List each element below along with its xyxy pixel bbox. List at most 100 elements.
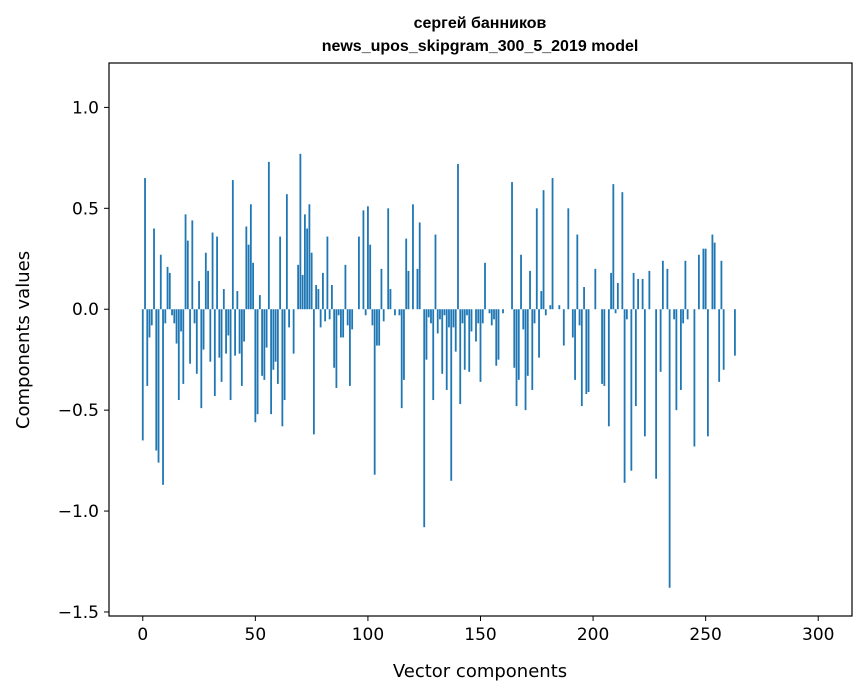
bar-208 (610, 272, 612, 310)
bar-169 (522, 309, 525, 330)
bar-5 (153, 228, 155, 310)
bar-43 (238, 309, 241, 354)
bar-191 (571, 309, 574, 338)
bar-80 (321, 272, 324, 310)
y-tick-label: 0.0 (72, 300, 99, 320)
bar-185 (558, 305, 561, 310)
bar-30 (209, 309, 212, 362)
bar-132 (439, 309, 441, 320)
bar-53 (261, 309, 264, 376)
bar-120 (412, 204, 414, 310)
bar-63 (283, 309, 286, 401)
bar-93 (351, 309, 354, 330)
bar-27 (202, 309, 205, 350)
bar-131 (436, 309, 439, 334)
bar-197 (585, 309, 588, 394)
bar-242 (686, 309, 689, 320)
bar-133 (441, 309, 444, 374)
bar-198 (587, 309, 590, 392)
bar-253 (711, 234, 714, 310)
bar-225 (648, 270, 651, 310)
x-tick-label: 150 (464, 625, 496, 645)
bar-33 (216, 236, 218, 310)
bar-251 (707, 309, 709, 437)
bar-237 (675, 309, 678, 411)
bar-52 (258, 295, 261, 310)
bar-219 (634, 309, 637, 407)
bar-77 (315, 285, 318, 310)
bar-152 (484, 262, 486, 310)
bar-92 (349, 309, 351, 386)
bar-65 (288, 309, 291, 328)
bar-7 (157, 309, 160, 463)
bar-87 (337, 309, 340, 316)
bar-21 (189, 309, 191, 364)
bar-257 (720, 260, 723, 310)
x-tick-label: 250 (689, 625, 721, 645)
bar-1 (144, 178, 146, 310)
bar-51 (256, 309, 259, 415)
bar-239 (679, 309, 682, 390)
bar-81 (324, 309, 327, 322)
bar-135 (445, 309, 448, 390)
bar-16 (177, 309, 180, 401)
y-tick-label: −1.0 (58, 502, 99, 522)
bar-155 (490, 309, 493, 326)
bar-42 (236, 291, 239, 310)
bar-109 (387, 208, 390, 310)
bar-105 (378, 309, 381, 346)
bar-57 (270, 309, 273, 415)
bar-151 (481, 309, 484, 324)
bar-62 (281, 309, 284, 427)
bar-143 (463, 309, 466, 370)
bar-241 (684, 260, 687, 310)
bar-157 (495, 309, 498, 366)
bar-69 (297, 264, 300, 310)
bar-172 (529, 270, 531, 310)
x-tick-label: 0 (137, 625, 148, 645)
bar-102 (371, 309, 374, 326)
bar-138 (452, 309, 455, 328)
bar-67 (292, 309, 295, 354)
bar-104 (376, 309, 378, 346)
bar-74 (308, 204, 311, 310)
bar-60 (276, 309, 279, 384)
bar-146 (470, 309, 473, 332)
x-tick-label: 300 (802, 625, 834, 645)
bar-19 (184, 214, 187, 310)
bar-106 (380, 268, 383, 310)
bar-170 (524, 309, 527, 411)
x-tick-label: 100 (352, 625, 384, 645)
bar-125 (423, 309, 426, 528)
bar-0 (141, 309, 144, 441)
bar-28 (204, 252, 207, 310)
bar-118 (407, 270, 410, 310)
bar-218 (632, 272, 635, 310)
bar-4 (150, 309, 153, 326)
x-tick-label: 200 (577, 625, 609, 645)
x-tick-label: 50 (245, 625, 267, 645)
bars-layer (141, 153, 736, 588)
bar-38 (227, 309, 230, 336)
bar-126 (425, 309, 428, 360)
bar-50 (254, 309, 257, 423)
bar-18 (182, 309, 185, 384)
bar-211 (616, 282, 619, 310)
bar-205 (603, 309, 606, 386)
bar-193 (576, 234, 579, 310)
bar-150 (479, 309, 482, 382)
bar-117 (405, 238, 408, 310)
bar-31 (211, 232, 214, 310)
bar-24 (195, 309, 198, 374)
bar-41 (234, 309, 236, 356)
bar-263 (734, 309, 736, 356)
bar-70 (299, 153, 302, 310)
bar-175 (535, 208, 538, 310)
bar-35 (220, 309, 223, 382)
bar-45 (243, 309, 245, 342)
chart-title-line-1: сергей банников (414, 15, 547, 32)
bar-54 (263, 309, 266, 380)
bar-86 (335, 309, 338, 388)
bar-73 (306, 228, 309, 310)
